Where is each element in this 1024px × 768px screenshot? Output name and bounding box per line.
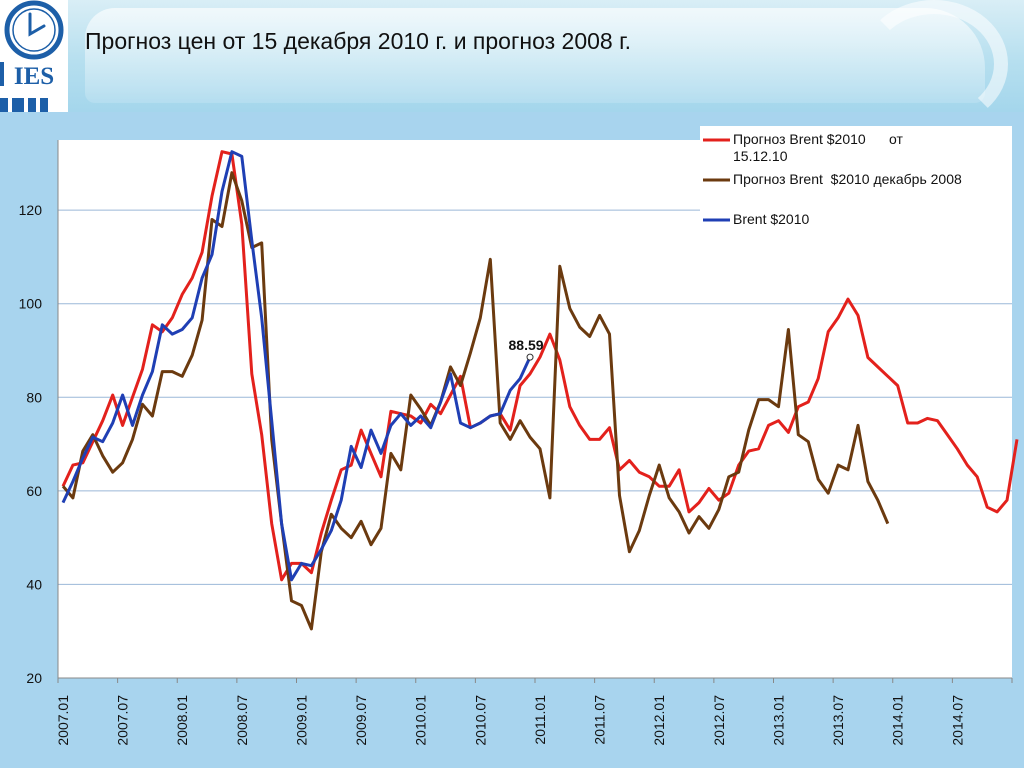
logo-text: IES <box>14 63 54 90</box>
series-line-3 <box>61 150 532 582</box>
x-tick-label: 2011.07 <box>592 695 608 745</box>
x-tick-label: 2007.07 <box>115 695 131 746</box>
series-lines <box>61 150 1019 631</box>
x-tick-label: 2014.01 <box>890 695 906 746</box>
x-tick-label: 2011.01 <box>532 695 548 745</box>
y-tick-label: 40 <box>26 576 42 592</box>
x-tick-label: 2009.07 <box>353 695 369 746</box>
chart-panel: 20 40 60 80 100 120 2007.01 2007.07 2008.01 2008.… <box>0 112 1024 768</box>
x-tick-label: 2007.01 <box>55 695 71 746</box>
header-arc-decoration <box>860 0 1008 112</box>
legend-box <box>700 126 1012 244</box>
x-tick-label: 2010.07 <box>472 695 488 746</box>
legend-entry-2: Прогноз Brent $2010 декабрь 2008 <box>733 171 962 187</box>
price-chart: 20 40 60 80 100 120 2007.01 2007.07 2008.01 2008.… <box>19 126 1019 746</box>
annotation-label: 88.59 <box>509 337 544 353</box>
header-decoration <box>85 8 985 103</box>
legend-entry-3: Brent $2010 <box>733 211 809 227</box>
x-tick-label: 2012.07 <box>711 695 727 746</box>
x-tick-label: 2009.01 <box>293 695 309 746</box>
x-tick-label: 2008.01 <box>174 695 190 746</box>
legend: Прогноз Brent $2010 от 15.12.10 Прогноз Br… <box>700 126 1012 244</box>
y-tick-label: 120 <box>19 202 43 218</box>
annotation-point <box>526 353 534 361</box>
y-tick-label: 100 <box>19 296 43 312</box>
legend-entry-1: Прогноз Brent $2010 от 15.12.10 <box>733 131 904 164</box>
slide-header <box>0 0 1024 112</box>
gridlines <box>58 209 1012 585</box>
y-tick-label: 80 <box>26 389 42 405</box>
axes: 20 40 60 80 100 120 2007.01 2007.07 2008.01 2008.… <box>19 140 1013 746</box>
page-title: Прогноз цен от 15 декабря 2010 г. и прог… <box>85 28 632 54</box>
x-tick-label: 2013.07 <box>830 695 846 746</box>
y-tick-label: 60 <box>26 483 42 499</box>
x-tick-label: 2008.07 <box>234 695 250 746</box>
x-tick-label: 2010.01 <box>413 695 429 746</box>
annotations: 88.59 <box>509 337 544 361</box>
x-tick-label: 2013.01 <box>770 695 786 746</box>
y-tick-label: 20 <box>26 670 42 686</box>
series-line-2 <box>61 171 890 631</box>
x-tick-label: 2012.01 <box>651 695 667 746</box>
series-line-1 <box>61 150 1019 582</box>
x-tick-label: 2014.07 <box>949 695 965 746</box>
